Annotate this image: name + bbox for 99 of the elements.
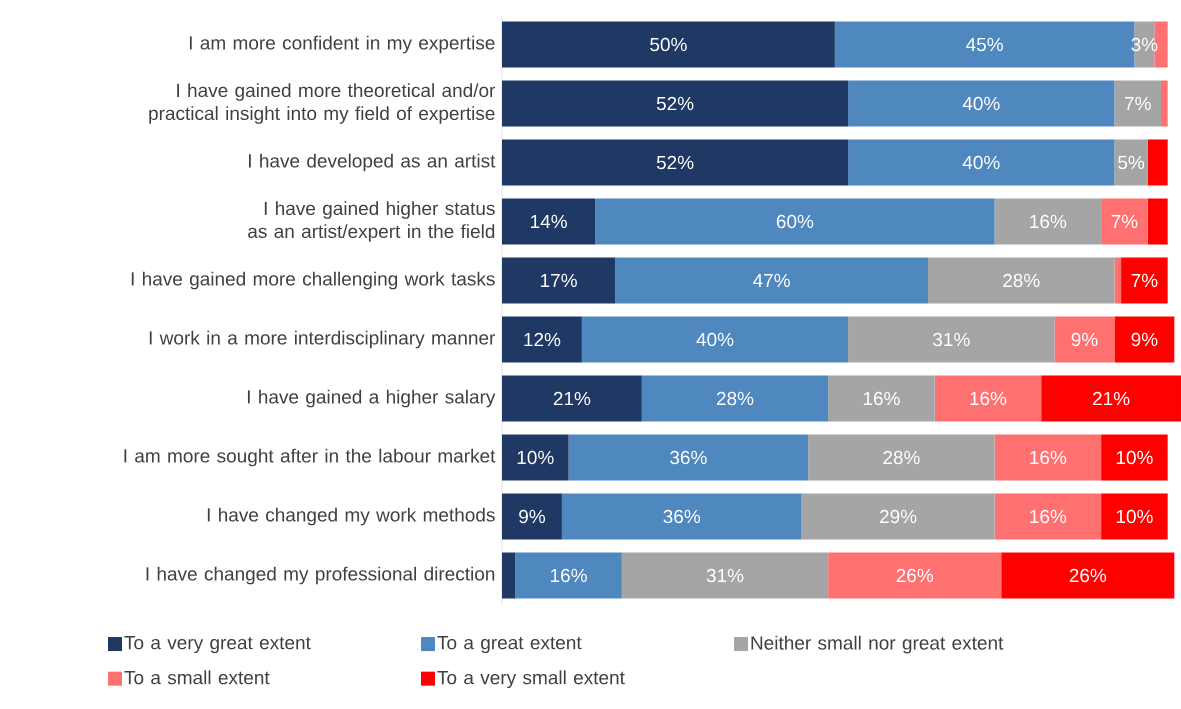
bar bbox=[994, 198, 1102, 245]
bar bbox=[502, 375, 642, 422]
data-label: 60% bbox=[776, 214, 814, 229]
y-tick-label: I am more sought after in the labour market bbox=[124, 448, 496, 467]
legend-label: To a very great extent bbox=[124, 636, 311, 654]
data-label: 14% bbox=[531, 214, 567, 229]
data-label: 16% bbox=[1030, 450, 1067, 465]
data-label: 7% bbox=[1111, 214, 1138, 229]
bar bbox=[994, 493, 1102, 540]
bar bbox=[848, 139, 1115, 186]
data-label: 36% bbox=[663, 509, 701, 524]
y-tick-label: I have gained a higher salary bbox=[247, 389, 496, 408]
legend-label: To a great extent bbox=[437, 636, 582, 654]
data-label: 29% bbox=[880, 509, 917, 524]
bar bbox=[502, 316, 582, 363]
y-tick-label: I have gained more theoretical and/or practical insight into my field of expertise bbox=[149, 83, 496, 124]
data-label: 9% bbox=[519, 509, 546, 524]
data-label: 10% bbox=[1116, 450, 1153, 465]
bar bbox=[641, 375, 829, 422]
y-tick-label: I work in a more interdisciplinary manner bbox=[149, 330, 496, 349]
data-label: 40% bbox=[962, 96, 1000, 111]
data-label: 45% bbox=[966, 37, 1003, 52]
bar bbox=[1147, 198, 1168, 245]
bar bbox=[615, 257, 929, 304]
bar bbox=[595, 198, 995, 245]
bar bbox=[1147, 139, 1168, 186]
data-label: 16% bbox=[1030, 214, 1067, 229]
bar bbox=[828, 375, 935, 422]
bar bbox=[1114, 316, 1175, 363]
bar bbox=[808, 434, 995, 481]
data-label: 47% bbox=[753, 273, 790, 288]
data-label: 52% bbox=[656, 155, 694, 170]
y-tick-label: I have developed as an artist bbox=[249, 153, 496, 172]
bar bbox=[1001, 552, 1175, 599]
bar bbox=[502, 198, 596, 245]
data-label: 12% bbox=[524, 332, 561, 347]
bar bbox=[1114, 139, 1148, 186]
bar bbox=[502, 257, 616, 304]
data-label: 16% bbox=[970, 391, 1007, 406]
data-label: 21% bbox=[1093, 391, 1130, 406]
bar bbox=[502, 80, 849, 127]
data-label: 9% bbox=[1071, 332, 1098, 347]
data-label: 28% bbox=[883, 450, 920, 465]
bar bbox=[568, 434, 809, 481]
y-tick-label: I am more confident in my expertise bbox=[189, 35, 495, 54]
data-label: 50% bbox=[650, 37, 687, 52]
bar bbox=[934, 375, 1042, 422]
bar bbox=[502, 434, 569, 481]
bar bbox=[994, 434, 1102, 481]
bar bbox=[502, 21, 835, 68]
data-label: 40% bbox=[962, 155, 1000, 170]
data-label: 26% bbox=[896, 568, 934, 583]
bar bbox=[1054, 316, 1115, 363]
data-label: 36% bbox=[670, 450, 707, 465]
data-label: 10% bbox=[517, 450, 554, 465]
data-label: 16% bbox=[863, 391, 900, 406]
data-label: 21% bbox=[553, 391, 591, 406]
y-tick-label: I have gained higher status as an artist/expert in the field bbox=[248, 201, 495, 242]
bar bbox=[502, 552, 516, 599]
bar bbox=[848, 80, 1115, 127]
data-label: 28% bbox=[716, 391, 754, 406]
bar bbox=[848, 316, 1055, 363]
data-label: 9% bbox=[1131, 332, 1158, 347]
bar bbox=[1041, 375, 1181, 422]
bar bbox=[515, 552, 622, 599]
legend-label: To a small extent bbox=[124, 670, 270, 685]
bar bbox=[502, 139, 849, 186]
data-label: 26% bbox=[1069, 568, 1107, 583]
bar bbox=[1101, 198, 1148, 245]
bar bbox=[1114, 257, 1122, 304]
bar bbox=[1101, 493, 1168, 540]
data-label: 40% bbox=[696, 332, 734, 347]
bar bbox=[581, 316, 849, 363]
data-label: 7% bbox=[1131, 273, 1158, 288]
bar bbox=[1161, 80, 1168, 127]
bar bbox=[1101, 434, 1168, 481]
legend-label: To a very small extent bbox=[437, 670, 625, 689]
bar bbox=[621, 552, 829, 599]
data-label: 16% bbox=[551, 568, 587, 583]
data-label: 10% bbox=[1116, 509, 1153, 524]
bar bbox=[502, 493, 562, 540]
bar bbox=[828, 552, 1002, 599]
legend-label: Neither small nor great extent bbox=[751, 635, 1004, 654]
y-tick-label: I have gained more challenging work tasks bbox=[131, 271, 495, 290]
data-label: 31% bbox=[933, 332, 970, 347]
bar bbox=[801, 493, 995, 540]
data-label: 28% bbox=[1003, 273, 1040, 288]
y-tick-label: I have changed my work methods bbox=[207, 507, 495, 526]
bar bbox=[561, 493, 802, 540]
bar bbox=[1121, 257, 1168, 304]
data-label: 7% bbox=[1124, 96, 1151, 111]
bar bbox=[1114, 80, 1162, 127]
bar bbox=[928, 257, 1115, 304]
data-label: 5% bbox=[1118, 155, 1145, 170]
data-label: 16% bbox=[1030, 509, 1067, 524]
data-label: 31% bbox=[706, 568, 744, 583]
data-label: 17% bbox=[541, 273, 577, 288]
y-tick-label: I have changed my professional direction bbox=[146, 566, 495, 585]
data-label: 52% bbox=[656, 96, 694, 111]
